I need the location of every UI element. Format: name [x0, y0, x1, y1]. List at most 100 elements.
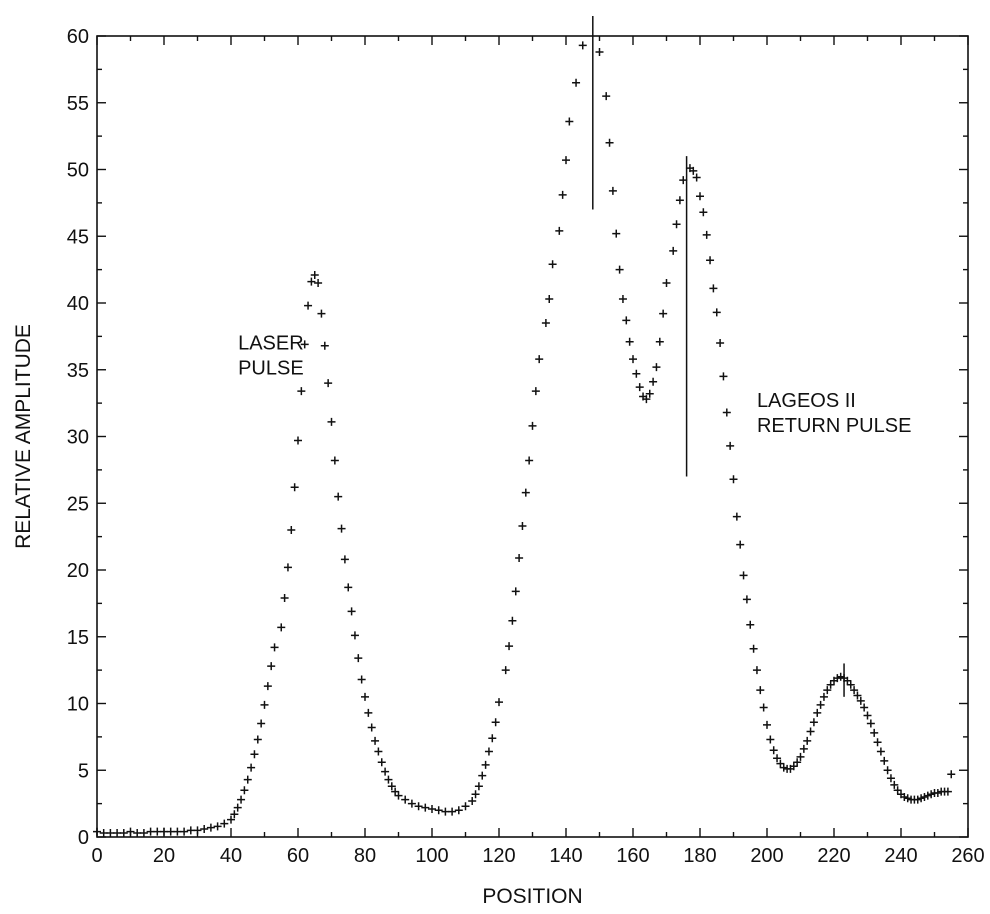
data-point [652, 363, 661, 372]
data-point [347, 607, 356, 616]
data-point [508, 616, 517, 625]
data-point [441, 807, 450, 816]
data-point [709, 284, 718, 293]
data-point [237, 795, 246, 804]
data-point [173, 827, 182, 836]
data-point [749, 644, 758, 653]
data-point [856, 696, 865, 705]
data-point [799, 744, 808, 753]
y-tick-label: 30 [67, 427, 89, 449]
y-tick-label: 45 [67, 226, 89, 248]
data-point [367, 723, 376, 732]
data-point [850, 686, 859, 695]
data-point [773, 754, 782, 763]
data-point [501, 666, 510, 675]
data-point [618, 294, 627, 303]
data-point [243, 775, 252, 784]
data-point [870, 728, 879, 737]
data-point [394, 791, 403, 800]
annotation-line: LAGEOS II [757, 390, 856, 412]
data-point [454, 806, 463, 815]
data-point [126, 827, 135, 836]
data-point [320, 341, 329, 350]
data-point [806, 727, 815, 736]
data-point [645, 389, 654, 398]
data-point [471, 790, 480, 799]
data-point [642, 395, 651, 404]
data-point [625, 337, 634, 346]
data-point [866, 719, 875, 728]
data-point [629, 355, 637, 364]
data-point [565, 117, 574, 126]
data-point [736, 540, 745, 549]
y-tick-label: 50 [67, 160, 89, 182]
x-tick-label: 220 [817, 845, 850, 867]
x-tick-label: 240 [884, 845, 917, 867]
data-point [572, 78, 581, 87]
data-point [608, 186, 617, 195]
data-point [766, 735, 775, 744]
data-point [702, 230, 711, 239]
data-point [759, 703, 768, 712]
data-point [813, 708, 822, 717]
data-point [518, 521, 527, 530]
data-point [692, 173, 701, 182]
y-tick-label: 55 [67, 93, 89, 115]
data-point [317, 309, 326, 318]
data-point [853, 691, 862, 700]
data-point [280, 594, 289, 603]
data-points [93, 41, 956, 837]
data-point [696, 192, 704, 201]
data-point [491, 718, 500, 727]
data-point [545, 294, 554, 303]
data-point [679, 176, 688, 185]
data-point [655, 337, 664, 346]
data-point [407, 799, 416, 808]
data-point [387, 782, 396, 791]
data-point [220, 819, 229, 828]
data-point [99, 828, 108, 837]
data-point [300, 340, 309, 349]
data-point [260, 700, 269, 709]
data-point [789, 762, 798, 771]
data-point [153, 827, 162, 836]
data-point [257, 719, 266, 728]
data-point [133, 828, 142, 837]
data-point [421, 803, 430, 812]
x-tick-label: 260 [951, 845, 984, 867]
data-point [484, 747, 493, 756]
data-point [873, 738, 882, 747]
data-point [943, 787, 952, 796]
data-point [843, 676, 852, 685]
data-point [270, 643, 279, 652]
data-point [314, 278, 323, 287]
data-point [558, 190, 567, 199]
data-point [722, 408, 731, 417]
data-point [139, 828, 148, 837]
data-point [635, 383, 644, 392]
data-point [823, 686, 832, 695]
annotation-line: LASER [238, 333, 304, 355]
data-point [263, 682, 272, 691]
data-point [883, 766, 892, 775]
data-point [290, 483, 299, 492]
data-point [947, 770, 956, 779]
data-point [294, 436, 302, 445]
y-tick-label: 25 [67, 493, 89, 515]
data-point [562, 156, 570, 165]
x-tick-label: 160 [616, 845, 649, 867]
data-point [729, 475, 738, 484]
data-point [622, 316, 631, 325]
data-point [377, 758, 386, 767]
y-axis: 0 5 10 15 20 25 30 35 40 45 50 55 60 [67, 26, 968, 849]
data-point [213, 822, 222, 831]
data-point [515, 553, 524, 562]
y-tick-label: 0 [78, 827, 89, 849]
y-tick-label: 20 [67, 560, 89, 582]
data-point [739, 571, 748, 580]
annotations: LASER PULSE LAGEOS II RETURN PULSE [238, 333, 911, 437]
data-point [746, 620, 755, 629]
data-point [478, 771, 487, 780]
x-axis-title: POSITION [482, 885, 582, 908]
data-point [401, 795, 410, 804]
